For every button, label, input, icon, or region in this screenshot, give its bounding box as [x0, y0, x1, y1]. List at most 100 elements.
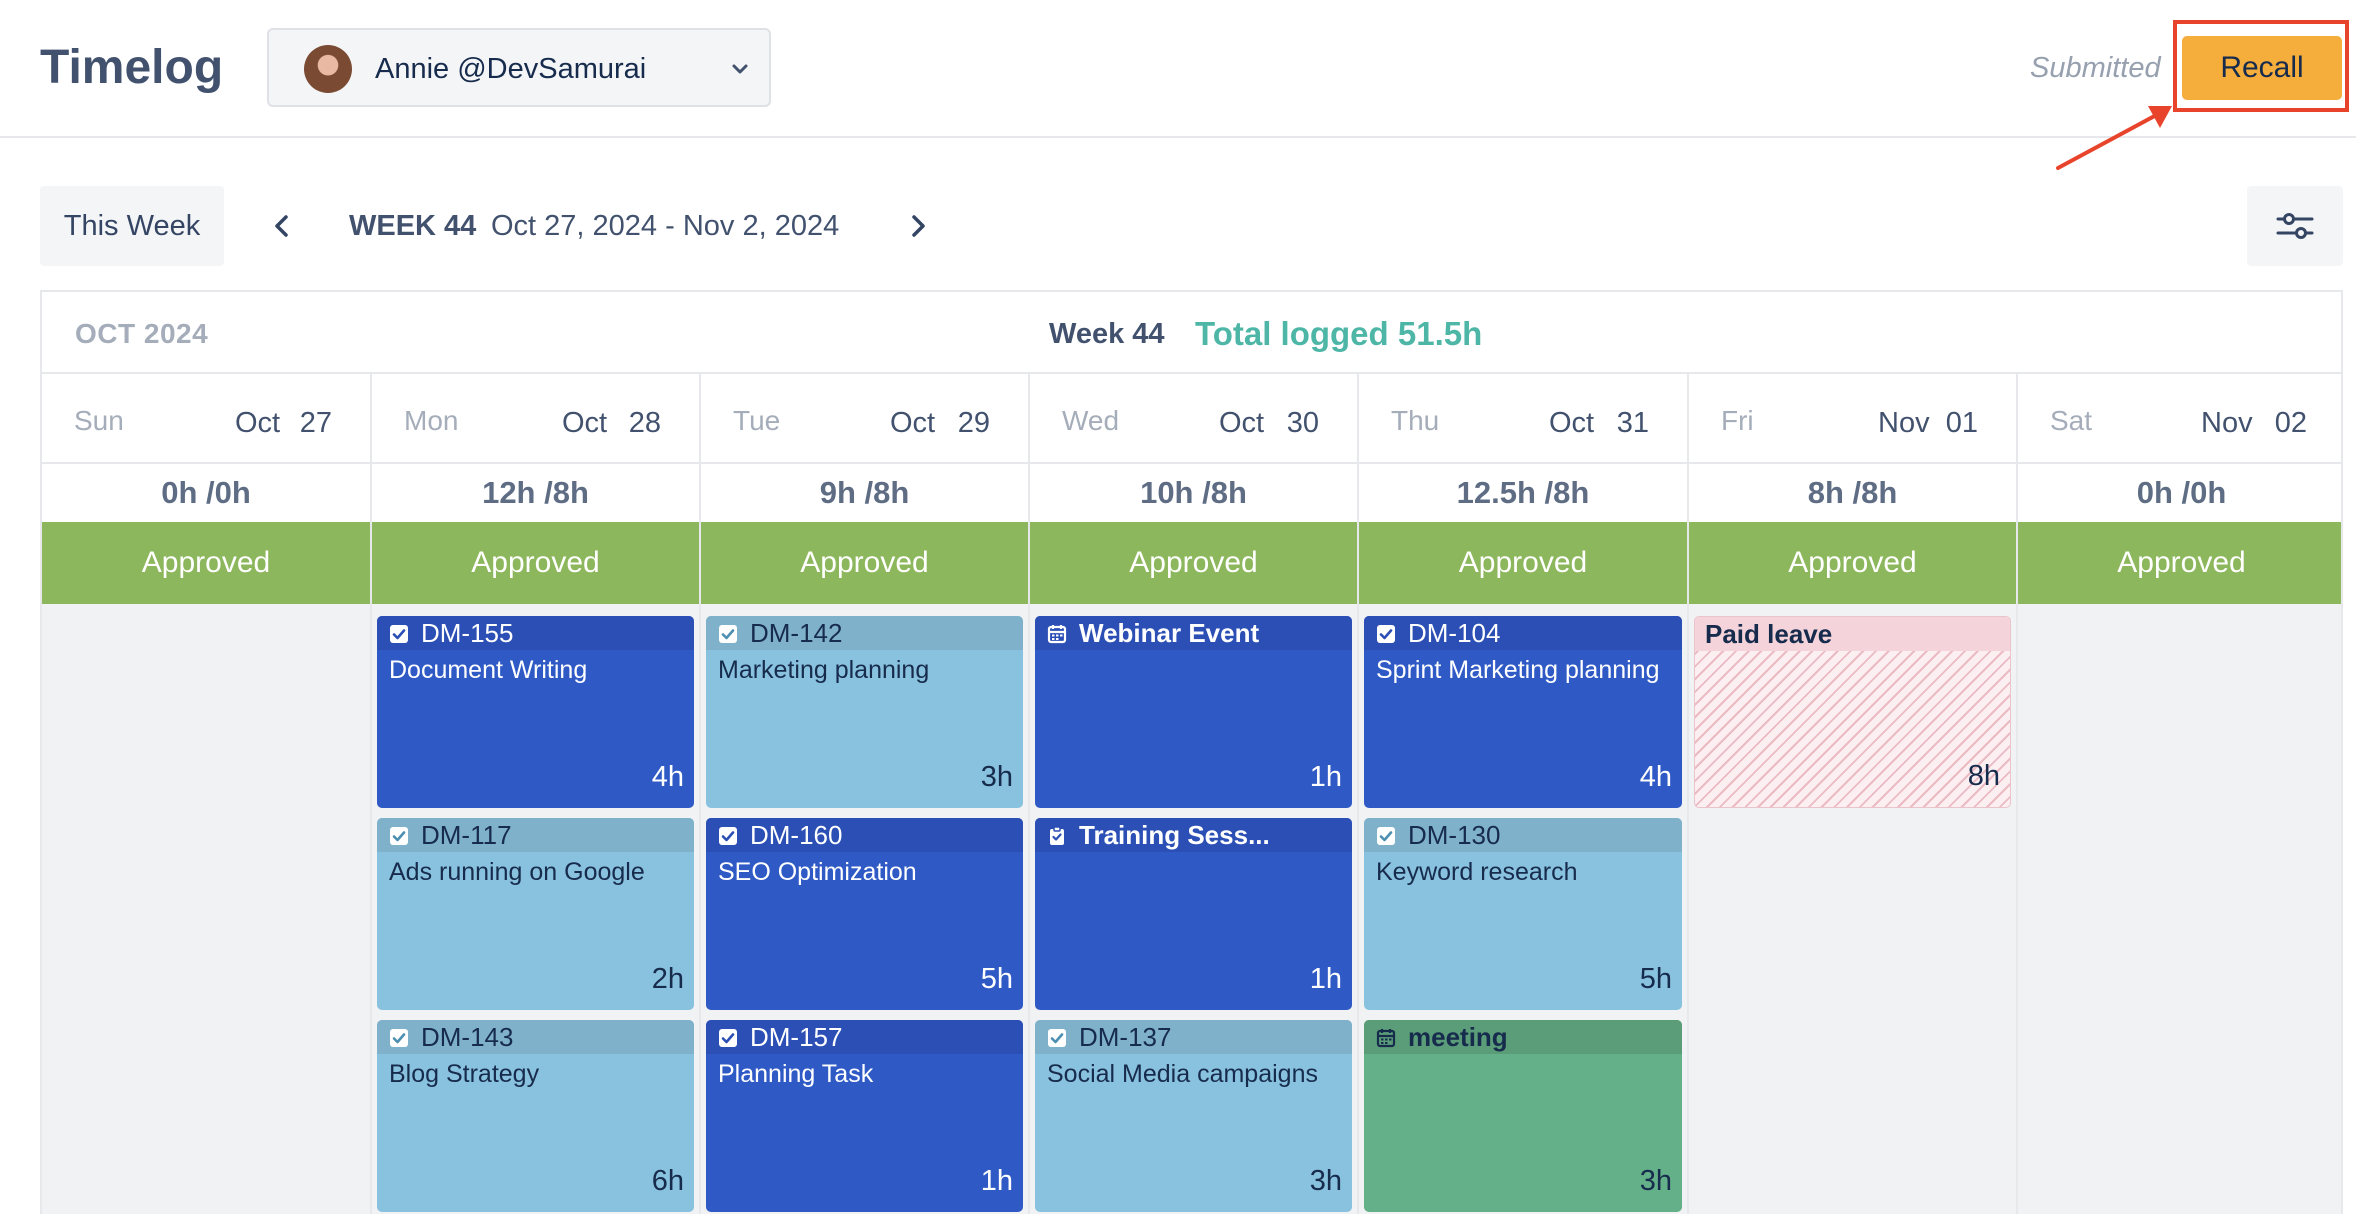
- time-entry-card[interactable]: DM-143 Blog Strategy 6h: [377, 1020, 694, 1212]
- entry-hours: 3h: [1639, 1165, 1672, 1197]
- checkbox-icon: [1377, 625, 1395, 643]
- day-of-week: Wed: [1062, 405, 1120, 436]
- time-entry-card[interactable]: DM-137 Social Media campaigns 3h: [1035, 1020, 1352, 1212]
- day-of-week: Sun: [74, 405, 124, 436]
- entry-hours: 1h: [1309, 761, 1342, 793]
- day-column: Thu Oct 31 12.5h /8h Approved DM-104 Sprint Ma…: [1359, 374, 1689, 1214]
- day-column: Tue Oct 29 9h /8h Approved DM-142 Marketing pl…: [701, 374, 1030, 1214]
- checkbox-icon: [719, 827, 737, 845]
- entry-hours: 5h: [980, 963, 1013, 995]
- status-text: Submitted: [2030, 52, 2161, 84]
- issue-key: DM-130: [1408, 820, 1501, 850]
- this-week-button[interactable]: This Week: [40, 186, 224, 266]
- day-of-week: Fri: [1721, 405, 1754, 436]
- issue-summary: Planning Task: [718, 1060, 874, 1088]
- issue-key: DM-117: [421, 820, 512, 850]
- day-month: Oct: [562, 407, 608, 439]
- day-hours-total: 0h /0h: [161, 475, 251, 510]
- recall-highlight-box: [2173, 20, 2349, 112]
- day-entries-area: Paid leave 8h: [1689, 604, 2016, 1214]
- entry-hours: 6h: [651, 1165, 684, 1197]
- entry-title: meeting: [1408, 1022, 1508, 1052]
- time-entry-card[interactable]: DM-155 Document Writing 4h: [377, 616, 694, 808]
- issue-key: DM-137: [1079, 1022, 1172, 1052]
- approved-status-badge: Approved: [1359, 522, 1687, 604]
- day-hours-total: 10h /8h: [1140, 475, 1247, 510]
- recall-button[interactable]: Recall: [2182, 36, 2342, 100]
- total-logged: Total logged 51.5h: [1195, 315, 1483, 352]
- day-number: 28: [628, 407, 661, 439]
- day-header: Fri Nov 01: [1689, 374, 2016, 464]
- issue-key: DM-157: [750, 1022, 843, 1052]
- card-header: meeting: [1364, 1020, 1682, 1054]
- checkbox-icon: [719, 625, 737, 643]
- card-header: DM-155: [377, 616, 694, 650]
- calendar-week-label: Week 44: [1049, 318, 1165, 350]
- day-month: Oct: [235, 407, 281, 439]
- time-entry-card[interactable]: meeting 3h: [1364, 1020, 1682, 1212]
- day-entries-area: DM-104 Sprint Marketing planning 4h DM-130 K…: [1359, 604, 1687, 1214]
- day-of-week: Sat: [2050, 405, 2093, 436]
- annotation-arrow-icon: [2056, 106, 2172, 170]
- checkbox-icon: [719, 1029, 737, 1047]
- time-entry-card[interactable]: DM-157 Planning Task 1h: [706, 1020, 1023, 1212]
- time-entry-card[interactable]: Training Sess... 1h: [1035, 818, 1352, 1010]
- entry-hours: 1h: [980, 1165, 1013, 1197]
- day-month: Oct: [1219, 407, 1265, 439]
- issue-summary: Social Media campaigns: [1047, 1060, 1318, 1088]
- sliders-icon: [2276, 213, 2314, 239]
- day-column: Wed Oct 30 10h /8h Approved Webinar Event 1h Tr…: [1030, 374, 1359, 1214]
- entry-hours: 8h: [1967, 760, 2000, 792]
- day-of-week: Tue: [733, 405, 781, 436]
- day-month: Nov: [2201, 407, 2253, 439]
- time-entry-card[interactable]: DM-160 SEO Optimization 5h: [706, 818, 1023, 1010]
- chevron-left-icon[interactable]: [264, 208, 300, 244]
- time-entry-card[interactable]: DM-117 Ads running on Google 2h: [377, 818, 694, 1010]
- time-entry-card[interactable]: DM-130 Keyword research 5h: [1364, 818, 1682, 1010]
- day-number: 01: [1945, 407, 1978, 439]
- day-number: 31: [1616, 407, 1649, 439]
- card-header: DM-157: [706, 1020, 1023, 1054]
- day-header: Thu Oct 31: [1359, 374, 1687, 464]
- week-date-range: Oct 27, 2024 - Nov 2, 2024: [491, 210, 840, 242]
- entry-title: Training Sess...: [1079, 820, 1270, 850]
- day-column: Fri Nov 01 8h /8h Approved Paid leave 8h: [1689, 374, 2018, 1214]
- calendar-header: OCT 2024 Week 44 Total logged 51.5h: [42, 292, 2341, 374]
- user-select[interactable]: Annie @DevSamurai: [267, 28, 771, 107]
- page-title: Timelog: [40, 41, 224, 94]
- day-entries-area: DM-155 Document Writing 4h DM-117 Ads runnin…: [372, 604, 699, 1214]
- entry-hours: 4h: [1639, 761, 1672, 793]
- card-header: Webinar Event: [1035, 616, 1352, 650]
- day-header: Sun Oct 27: [42, 374, 370, 464]
- time-entry-card[interactable]: DM-142 Marketing planning 3h: [706, 616, 1023, 808]
- card-header: DM-142: [706, 616, 1023, 650]
- chevron-right-icon[interactable]: [900, 208, 936, 244]
- checkbox-icon: [1048, 1029, 1066, 1047]
- day-header: Tue Oct 29: [701, 374, 1028, 464]
- leave-entry-card[interactable]: Paid leave 8h: [1694, 616, 2011, 808]
- entry-title: Webinar Event: [1079, 618, 1260, 648]
- user-name: Annie @DevSamurai: [375, 53, 647, 85]
- top-bar: Timelog Annie @DevSamurai Submitted Reca…: [0, 0, 2356, 138]
- entry-hours: 4h: [651, 761, 684, 793]
- day-header: Sat Nov 02: [2018, 374, 2341, 464]
- time-entry-card[interactable]: Webinar Event 1h: [1035, 616, 1352, 808]
- day-hours-total: 8h /8h: [1807, 475, 1898, 510]
- calendar-icon: [1376, 1029, 1396, 1048]
- day-month: Oct: [890, 407, 936, 439]
- month-label: OCT 2024: [75, 318, 209, 349]
- filter-button[interactable]: [2247, 186, 2343, 266]
- time-entry-card[interactable]: DM-104 Sprint Marketing planning 4h: [1364, 616, 1682, 808]
- entry-hours: 3h: [1309, 1165, 1342, 1197]
- day-hours-total: 0h /0h: [2136, 475, 2227, 510]
- card-header: DM-143: [377, 1020, 694, 1054]
- day-of-week: Mon: [404, 405, 459, 436]
- issue-summary: Blog Strategy: [389, 1060, 540, 1088]
- issue-summary: Keyword research: [1376, 858, 1578, 886]
- card-header: DM-160: [706, 818, 1023, 852]
- day-column: Sat Nov 02 0h /0h Approved: [2018, 374, 2341, 1214]
- entry-hours: 3h: [980, 761, 1013, 793]
- day-number: 02: [2274, 407, 2307, 439]
- card-header: DM-137: [1035, 1020, 1352, 1054]
- day-number: 27: [299, 407, 332, 439]
